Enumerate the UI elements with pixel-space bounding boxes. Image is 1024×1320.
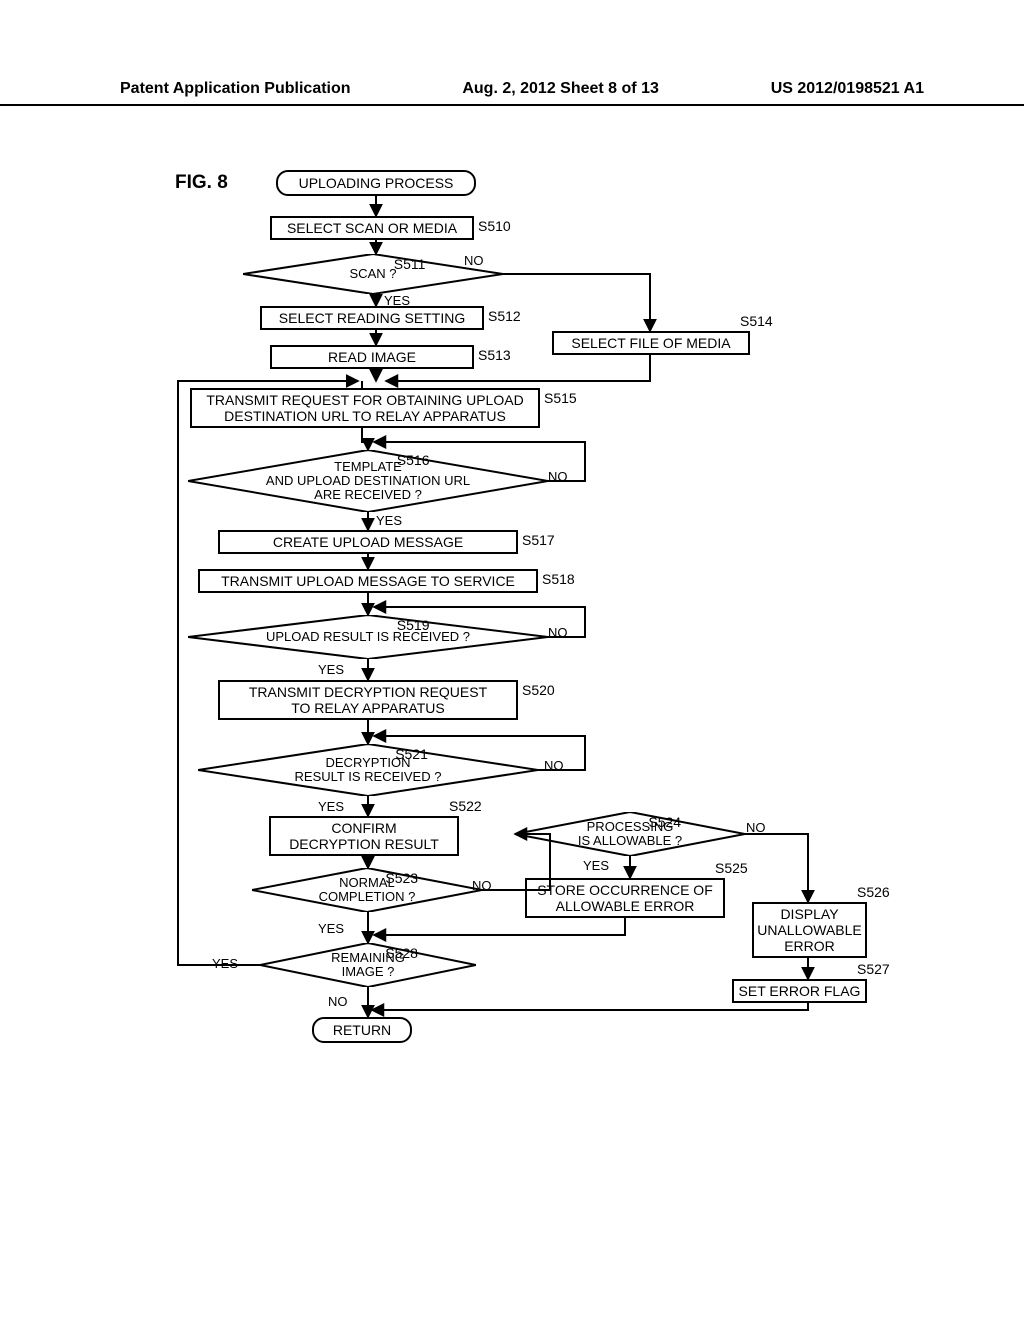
step-tag-d511: S511 [394,256,426,272]
process-s515: TRANSMIT REQUEST FOR OBTAINING UPLOADDES… [190,388,540,428]
edge-label-22: NO [746,820,766,835]
edge-22 [745,834,808,902]
step-tag-s512: S512 [488,308,521,324]
process-s525: STORE OCCURRENCE OFALLOWABLE ERROR [525,878,725,918]
decision-d524: PROCESSINGIS ALLOWABLE ? [515,812,745,856]
process-s510: SELECT SCAN OR MEDIA [270,216,474,240]
edge-label-2: YES [384,293,410,308]
step-tag-s527: S527 [857,961,890,977]
edge-label-26: YES [212,956,238,971]
process-s520: TRANSMIT DECRYPTION REQUESTTO RELAY APPA… [218,680,518,720]
edge-label-10: YES [376,513,402,528]
edge-label-16: NO [544,758,564,773]
decision-d516: TEMPLATEAND UPLOAD DESTINATION URLARE RE… [188,450,548,512]
step-tag-s518: S518 [542,571,575,587]
step-tag-s517: S517 [522,532,555,548]
decision-d519: UPLOAD RESULT IS RECEIVED ? [188,615,548,659]
step-tag-s520: S520 [522,682,555,698]
edge-label-9: NO [548,469,568,484]
edge-label-21: YES [583,858,609,873]
flowchart-edges [0,0,1024,1320]
process-s513: READ IMAGE [270,345,474,369]
step-tag-s522: S522 [449,798,482,814]
terminator-return: RETURN [312,1017,412,1043]
step-tag-s514: S514 [740,313,773,329]
process-s526: DISPLAYUNALLOWABLEERROR [752,902,867,958]
process-s522: CONFIRMDECRYPTION RESULT [269,816,459,856]
edge-25 [372,1003,808,1010]
step-tag-s515: S515 [544,390,577,406]
decision-d521: DECRYPTIONRESULT IS RECEIVED ? [198,744,538,796]
process-s518: TRANSMIT UPLOAD MESSAGE TO SERVICE [198,569,538,593]
header-right: US 2012/0198521 A1 [771,80,924,98]
step-tag-d516: S516 [397,452,430,468]
header-mid: Aug. 2, 2012 Sheet 8 of 13 [462,80,659,98]
step-tag-d523: S523 [385,870,418,886]
step-tag-d521: S521 [395,746,428,762]
edge-label-3: NO [464,253,484,268]
edge-label-19: NO [472,878,492,893]
edge-label-27: NO [328,994,348,1009]
edge-3 [503,274,650,331]
terminator-start: UPLOADING PROCESS [276,170,476,196]
edge-label-14: YES [318,662,344,677]
header-left: Patent Application Publication [120,80,351,98]
step-tag-s510: S510 [478,218,511,234]
step-tag-s525: S525 [715,860,748,876]
decision-d523: NORMALCOMPLETION ? [252,868,482,912]
page-header: Patent Application Publication Aug. 2, 2… [0,80,1024,106]
process-s517: CREATE UPLOAD MESSAGE [218,530,518,554]
figure-label: FIG. 8 [175,172,228,194]
edge-label-17: YES [318,799,344,814]
step-tag-d524: S524 [648,814,681,830]
edge-8 [362,428,368,450]
edge-24 [374,918,625,935]
process-s514: SELECT FILE OF MEDIA [552,331,750,355]
step-tag-s513: S513 [478,347,511,363]
step-tag-d519: S519 [397,617,430,633]
decision-d528: REMAININGIMAGE ? [260,943,476,987]
step-tag-s526: S526 [857,884,890,900]
process-s527: SET ERROR FLAG [732,979,867,1003]
step-tag-d528: S528 [385,945,418,961]
edge-label-13: NO [548,625,568,640]
process-s512: SELECT READING SETTING [260,306,484,330]
edge-label-20: YES [318,921,344,936]
